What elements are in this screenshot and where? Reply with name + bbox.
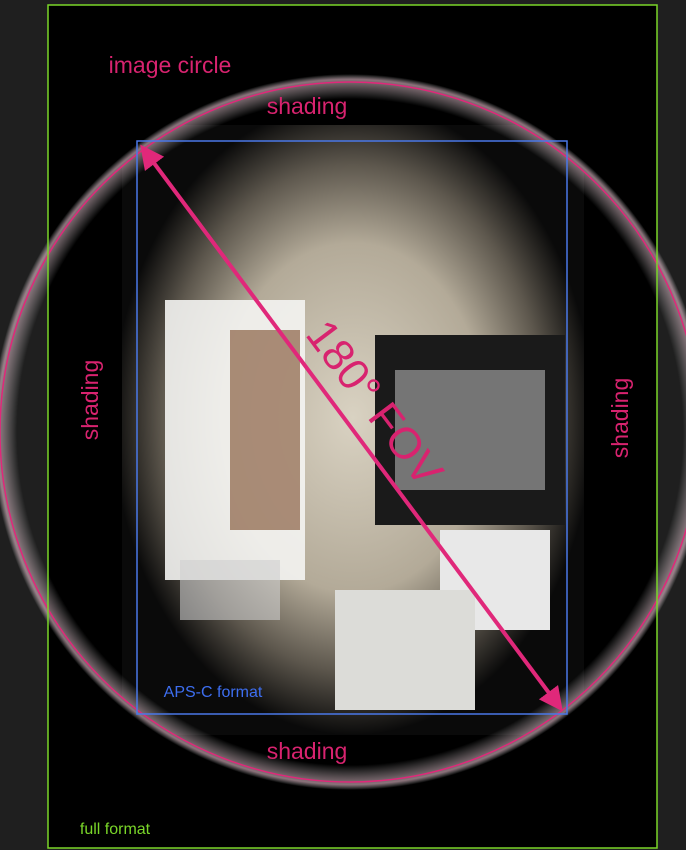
shading-label: shading — [267, 93, 348, 119]
shading-label: shading — [607, 378, 633, 459]
fisheye-diagram: image circle shading shading shading sha… — [0, 0, 686, 850]
shading-label: shading — [77, 360, 103, 441]
full-format-label: full format — [80, 821, 151, 838]
shading-label: shading — [267, 738, 348, 764]
image-circle-label: image circle — [109, 52, 232, 78]
apsc-label: APS-C format — [164, 684, 263, 701]
